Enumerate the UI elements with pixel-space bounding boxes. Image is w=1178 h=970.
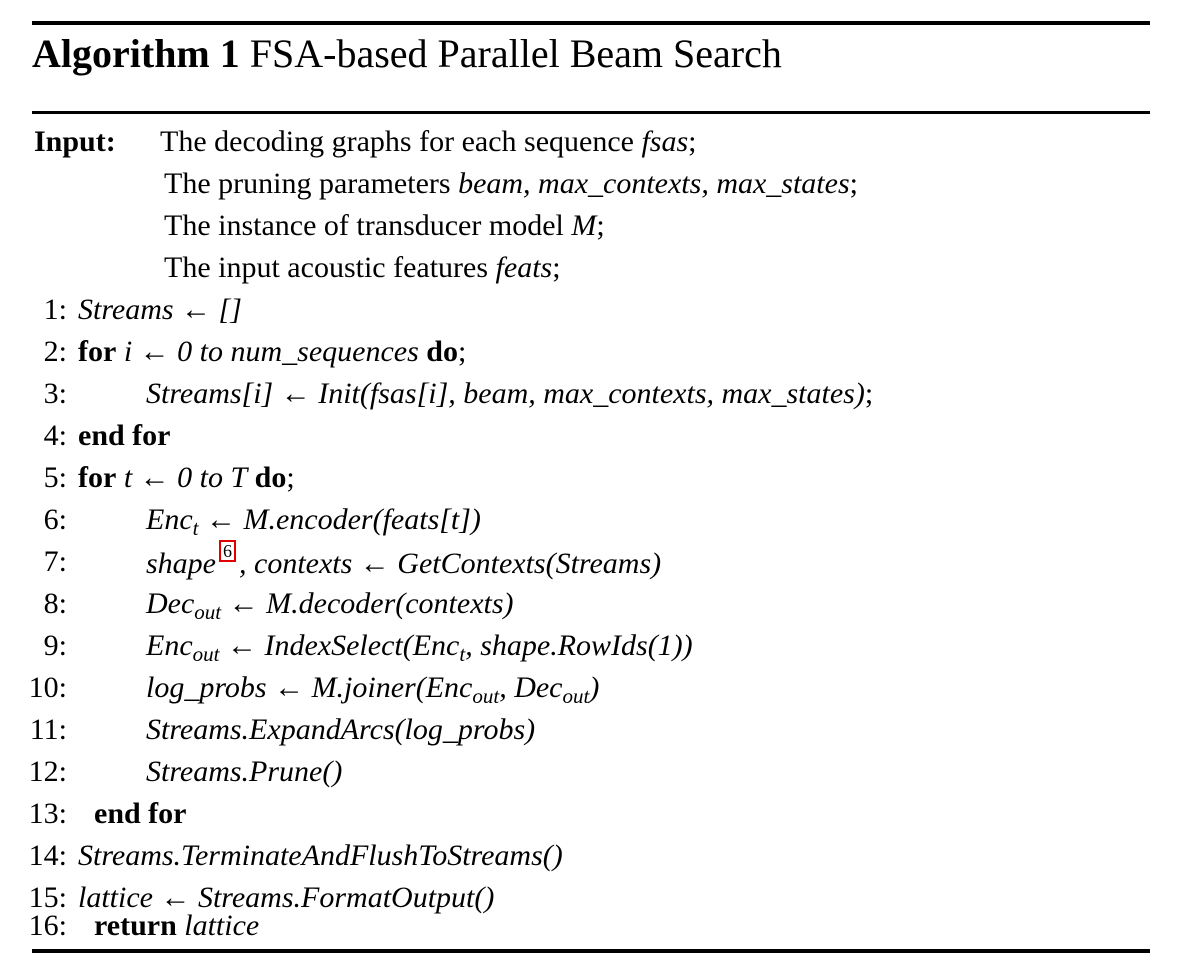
step-code-tail: ) [589,671,600,704]
keyword-do: do [426,335,458,368]
line-number: 4: [43,419,67,452]
input-var-2: beam, max_contexts, max_states [458,167,850,200]
algorithm-name: FSA-based Parallel Beam Search [249,31,782,76]
line-number: 14: [28,839,67,872]
footnote-link[interactable]: 6 [219,540,236,562]
input-var-3: M [571,209,597,242]
step-end: ; [457,335,467,368]
top-rule [32,21,1150,25]
step-end: ; [286,461,295,494]
step-line-2: 2: for i ← 0 to num_sequences do; [0,330,1178,374]
step-code: Enc [146,503,193,536]
keyword-do: do [254,461,287,494]
step-line-12: 12: Streams.Prune() [0,750,1178,794]
step-code-rest: ← IndexSelect(Enc [219,629,460,662]
step-code: lattice [184,909,260,942]
line-number: 5: [43,461,67,494]
step-code-tail: , shape.RowIds(1)) [465,629,693,662]
step-line-5: 5: for t ← 0 to T do; [0,456,1178,500]
step-code: Streams.TerminateAndFlushToStreams() [78,839,563,872]
step-code: shape [146,547,216,580]
step-code: Enc [146,629,193,662]
title-rule [32,111,1150,114]
step-code: Streams.ExpandArcs(log_probs) [146,713,536,746]
step-line-13: 13: end for [0,792,1178,836]
step-code: Streams.Prune() [146,755,343,788]
step-code-rest: ← M.decoder(contexts) [221,587,514,620]
step-line-1: 1: Streams ← [] [0,288,1178,332]
step-code: Dec [146,587,195,620]
step-code: i ← 0 to num_sequences [123,335,419,368]
subscript: t [192,516,199,540]
subscript-2: out [562,684,590,708]
keyword-for: for [78,335,117,368]
input-text-4: The input acoustic features [164,251,496,284]
line-number: 7: [43,545,67,578]
input-end-3: ; [596,209,605,242]
line-number: 2: [43,335,67,368]
step-line-8: 8: Decout ← M.decoder(contexts) [0,582,1178,626]
line-number: 16: [28,909,67,942]
keyword-end-for: end for [78,419,171,452]
step-line-7: 7: shape 6, contexts ← GetContexts(Stream… [0,540,1178,584]
line-number: 10: [28,671,67,704]
step-code: t ← 0 to T [123,461,248,494]
line-number: 11: [29,713,67,746]
step-line-9: 9: Encout ← IndexSelect(Enct, shape.RowI… [0,624,1178,668]
step-code-rest: , contexts ← GetContexts(Streams) [239,547,662,580]
input-label: Input: [34,125,116,158]
input-end-4: ; [552,251,561,284]
step-code: lattice ← Streams.FormatOutput() [78,881,495,914]
step-line-4: 4: end for [0,414,1178,458]
line-number: 13: [28,797,67,830]
algorithm-title: Algorithm 1 FSA-based Parallel Beam Sear… [32,30,782,78]
input-text-1: The decoding graphs for each sequence [160,125,642,158]
subscript: out [192,642,220,666]
subscript: out [472,684,500,708]
step-code: log_probs ← M.joiner(Enc [146,671,473,704]
bottom-rule [32,949,1150,953]
step-code: Streams ← [] [78,293,242,326]
subscript: out [194,600,222,624]
line-number: 9: [43,629,67,662]
line-number: 8: [43,587,67,620]
input-var-1: fsas [641,125,689,158]
step-line-14: 14: Streams.TerminateAndFlushToStreams() [0,834,1178,878]
step-code: Streams[i] ← Init(fsas[i], beam, max_con… [146,377,865,410]
subscript-2: t [459,642,466,666]
step-code-rest: , Dec [499,671,563,704]
line-number: 3: [43,377,67,410]
line-number: 12: [28,755,67,788]
input-text-2: The pruning parameters [164,167,459,200]
algorithm-label: Algorithm 1 [32,31,240,76]
line-number: 1: [43,293,67,326]
step-end: ; [864,377,874,410]
input-end-2: ; [849,167,858,200]
input-end-1: ; [688,125,697,158]
input-var-4: feats [495,251,553,284]
step-line-3: 3: Streams[i] ← Init(fsas[i], beam, max_… [0,372,1178,416]
keyword-end-for: end for [94,797,187,830]
step-line-11: 11: Streams.ExpandArcs(log_probs) [0,708,1178,752]
line-number: 15: [28,881,67,914]
step-code-rest: ← M.encoder(feats[t]) [198,503,481,536]
step-line-16: 16: return lattice [0,904,1178,948]
step-line-6: 6: Enct ← M.encoder(feats[t]) [0,498,1178,542]
keyword-for: for [78,461,117,494]
line-number: 6: [43,503,67,536]
keyword-return: return [94,909,177,942]
input-text-3: The instance of transducer model [164,209,572,242]
step-line-10: 10: log_probs ← M.joiner(Encout, Decout) [0,666,1178,710]
step-line-15: 15: lattice ← Streams.FormatOutput() [0,876,1178,920]
